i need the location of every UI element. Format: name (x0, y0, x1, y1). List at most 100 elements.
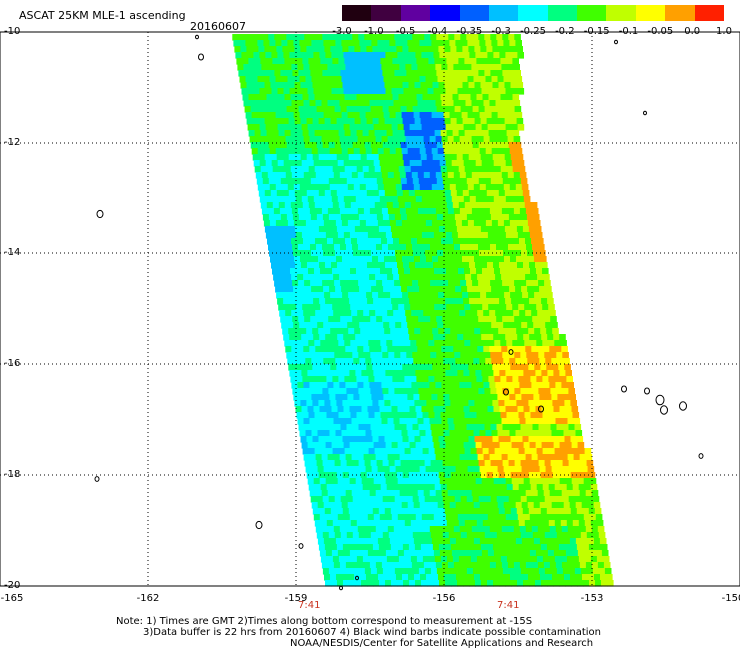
swath-cell (571, 442, 579, 449)
swath-cell (344, 448, 352, 455)
swath-cell (335, 250, 342, 257)
swath-cell (580, 460, 588, 467)
swath-cell (365, 430, 373, 437)
swath-cell (369, 208, 377, 215)
swath-cell (479, 430, 487, 437)
swath-cell (354, 226, 362, 233)
swath-cell (319, 262, 326, 269)
swath-cell (329, 40, 336, 47)
swath-cell (423, 346, 430, 353)
swath-cell (338, 202, 346, 209)
swath-cell (515, 184, 523, 191)
swath-cell (433, 88, 441, 95)
swath-cell (433, 370, 440, 377)
swath-cell (550, 352, 557, 359)
swath-cell (368, 94, 376, 101)
swath-cell (536, 376, 543, 383)
swath-cell (332, 412, 340, 419)
swath-cell (421, 406, 429, 413)
swath-cell (439, 370, 446, 377)
swath-cell (431, 430, 439, 437)
swath-cell (568, 460, 576, 467)
swath-cell (397, 406, 405, 413)
swath-cell (558, 400, 565, 407)
swath-cell (241, 52, 248, 59)
swath-cell (600, 544, 608, 551)
swath-cell (466, 496, 474, 503)
swath-cell (456, 154, 464, 161)
swath-cell (293, 220, 301, 227)
swath-cell (490, 244, 497, 251)
swath-cell (511, 124, 519, 131)
swath-cell (535, 580, 542, 587)
swath-cell (445, 52, 452, 59)
swath-cell (453, 274, 460, 281)
swath-cell (408, 226, 416, 233)
swath-cell (269, 220, 277, 227)
swath-cell (479, 394, 486, 401)
swath-cell (349, 298, 356, 305)
swath-cell (419, 286, 426, 293)
swath-cell (536, 340, 543, 347)
swath-cell (428, 556, 436, 563)
swath-cell (360, 46, 367, 53)
swath-cell (327, 526, 335, 533)
swath-cell (522, 400, 529, 407)
swath-cell (390, 364, 397, 371)
swath-cell (362, 58, 369, 65)
swath-cell (324, 190, 332, 197)
lat-label: -14 (4, 247, 21, 258)
swath-cell (402, 364, 409, 371)
swath-cell (322, 178, 330, 185)
swath-cell (494, 484, 502, 491)
swath-cell (451, 160, 459, 167)
swath-cell (554, 376, 561, 383)
swath-cell (254, 94, 262, 101)
swath-cell (470, 166, 478, 173)
swath-cell (567, 382, 574, 389)
swath-cell (294, 364, 301, 371)
swath-cell (297, 208, 305, 215)
swath-cell (296, 376, 303, 383)
swath-cell (381, 64, 388, 71)
swath-cell (519, 238, 526, 245)
swath-cell (337, 88, 345, 95)
swath-cell (535, 478, 543, 485)
swath-cell (334, 496, 342, 503)
swath-cell (456, 118, 464, 125)
swath-cell (332, 448, 340, 455)
swath-cell (357, 136, 365, 143)
swath-cell (298, 388, 305, 395)
swath-cell (321, 490, 329, 497)
swath-cell (334, 214, 342, 221)
swath-cell (410, 58, 417, 65)
swath-cell (482, 130, 490, 137)
swath-cell (472, 496, 480, 503)
swath-cell (355, 52, 362, 59)
swath-cell (495, 100, 503, 107)
swath-cell (302, 340, 309, 347)
swath-cell (543, 310, 550, 317)
swath-cell (340, 34, 347, 41)
swath-cell (564, 544, 572, 551)
swath-cell (382, 106, 390, 113)
swath-cell (330, 82, 338, 89)
swath-cell (488, 58, 495, 65)
swath-cell (578, 556, 586, 563)
swath-cell (455, 394, 462, 401)
swath-cell (409, 580, 416, 587)
swath-cell (475, 442, 483, 449)
swath-cell (435, 562, 443, 569)
swath-cell (502, 352, 509, 359)
swath-cell (529, 262, 536, 269)
swath-cell (409, 550, 417, 557)
swath-cell (513, 274, 520, 281)
swath-cell (377, 502, 385, 509)
swath-cell (465, 454, 473, 461)
swath-cell (472, 244, 479, 251)
swath-cell (429, 526, 437, 533)
swath-cell (512, 520, 520, 527)
island-outline (660, 405, 668, 415)
swath-cell (266, 94, 274, 101)
swath-cell (506, 376, 513, 383)
